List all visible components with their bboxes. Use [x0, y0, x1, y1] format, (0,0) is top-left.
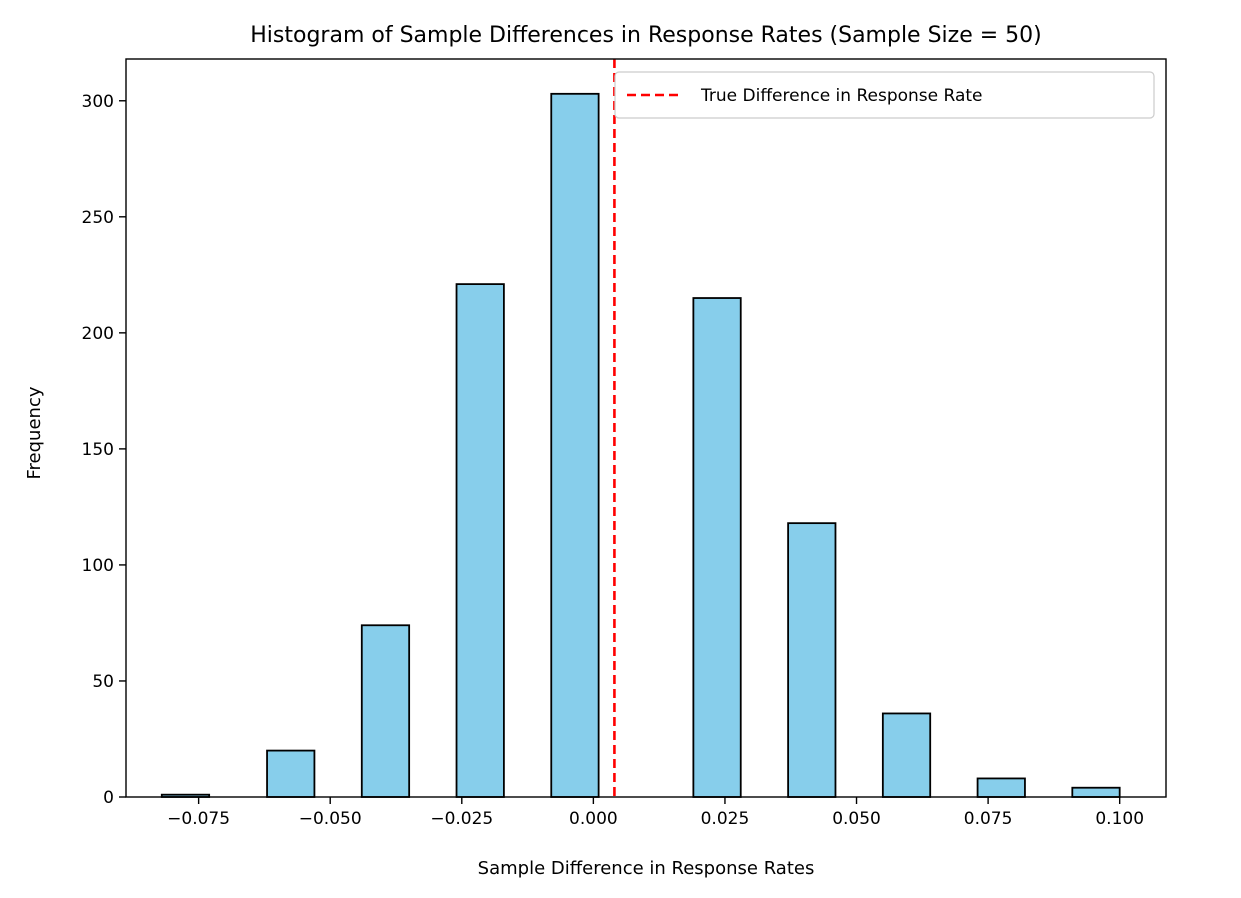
x-axis-ticks: −0.075 −0.050 −0.025 0.000 0.025 0.050 0.075 0.… — [167, 797, 1144, 829]
bars-group — [160, 92, 1121, 798]
x-tick-label-5: 0.050 — [832, 809, 881, 829]
y-axis-ticks: 0 50 100 150 200 250 300 — [82, 92, 126, 808]
histogram-bar-2 — [360, 624, 411, 798]
y-axis-label: Frequency — [24, 386, 45, 479]
y-tick-label-5: 250 — [82, 208, 114, 228]
histogram-bar-6 — [787, 522, 837, 798]
x-tick-label-6: 0.075 — [964, 809, 1013, 829]
y-tick-label-0: 0 — [103, 788, 114, 808]
x-tick-label-4: 0.025 — [701, 809, 750, 829]
histogram-bar-3 — [455, 283, 505, 798]
histogram-bar-4 — [550, 92, 600, 798]
histogram-bar-9 — [1071, 786, 1121, 798]
y-tick-label-1: 50 — [92, 672, 114, 692]
chart-title: Histogram of Sample Differences in Respo… — [250, 23, 1042, 48]
x-tick-label-0: −0.075 — [167, 809, 230, 829]
y-tick-label-6: 300 — [82, 92, 114, 112]
x-tick-label-3: 0.000 — [569, 809, 618, 829]
y-tick-label-4: 200 — [82, 324, 114, 344]
x-tick-label-2: −0.025 — [430, 809, 493, 829]
x-tick-label-1: −0.050 — [299, 809, 362, 829]
plot-frame — [125, 58, 1167, 798]
x-tick-label-7: 0.100 — [1095, 809, 1144, 829]
histogram-bar-5 — [692, 297, 742, 798]
legend-box — [614, 71, 1155, 119]
histogram-bar-7 — [881, 712, 932, 798]
y-tick-label-2: 100 — [82, 556, 114, 576]
legend: True Difference in Response Rate — [614, 71, 1155, 119]
histogram-bar-1 — [266, 749, 316, 798]
x-axis-label: Sample Difference in Response Rates — [478, 858, 815, 879]
legend-entry-true-difference: True Difference in Response Rate — [700, 86, 983, 106]
histogram-bar-8 — [976, 777, 1026, 798]
y-tick-label-3: 150 — [82, 440, 114, 460]
